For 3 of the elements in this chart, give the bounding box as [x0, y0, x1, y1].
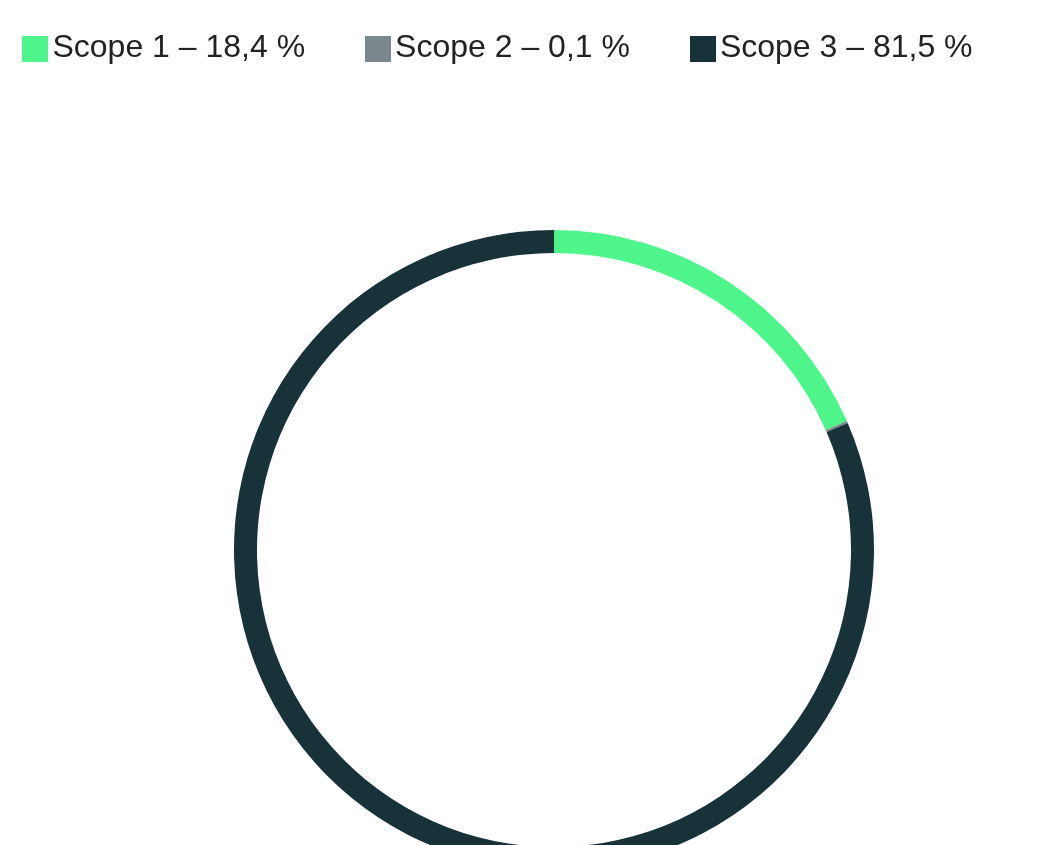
legend-label: Scope 2 – 0,1 %	[395, 28, 630, 64]
legend-label: Scope 1 – 18,4 %	[52, 28, 306, 64]
legend-label: Scope 3 – 81,5 %	[719, 28, 973, 64]
